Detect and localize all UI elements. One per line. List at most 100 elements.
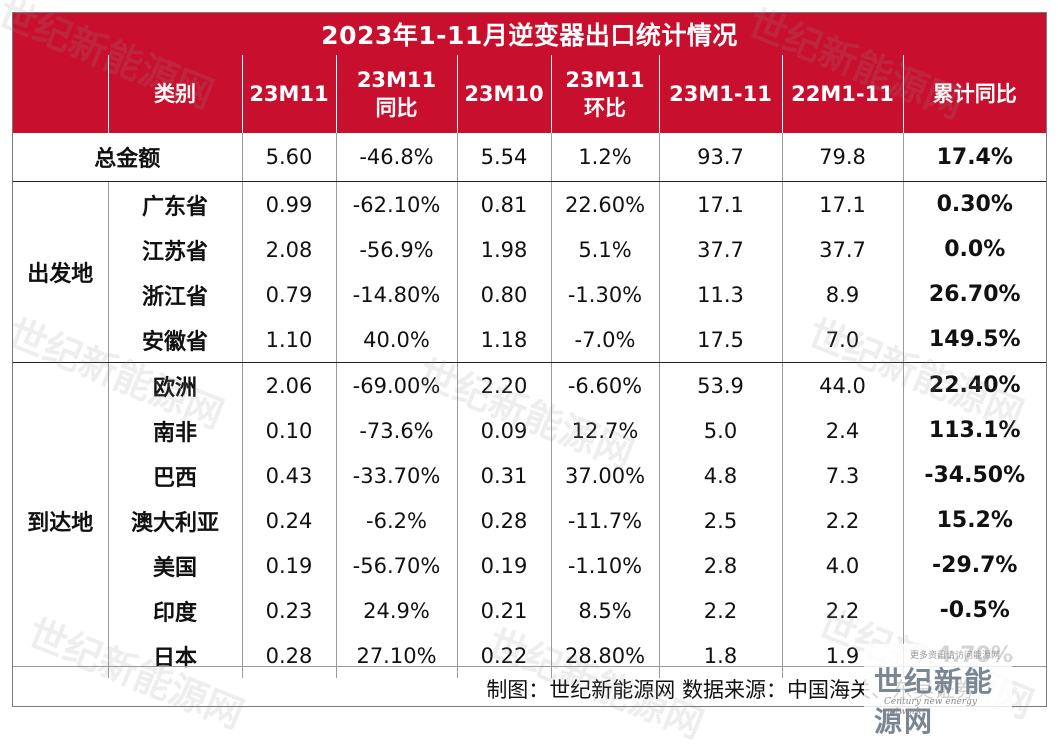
total-22m1-11: 79.8: [781, 133, 903, 182]
export-stats-table: 类别 23M11 23M11 同比 23M10 23M11 环比 23M1-11…: [13, 55, 1046, 678]
cell-23m10: 0.22: [456, 633, 551, 678]
cell-23m10: 0.81: [456, 181, 551, 227]
header-blank: [13, 55, 108, 133]
header-cumulative-yoy: 累计同比: [902, 55, 1046, 133]
cell-cumulative-yoy: 0.30%: [902, 181, 1046, 227]
site-logo: 更多资讯请访问能源网 世纪新能源网 Century new energy net…: [864, 644, 1012, 738]
group-label-destination: 到达地: [27, 510, 94, 536]
cell-23m1-11: 2.2: [658, 588, 782, 633]
cell-cumulative-yoy: 0.0%: [902, 227, 1046, 272]
cell-23m10: 0.19: [456, 543, 551, 588]
cell-cumulative-yoy: -34.50%: [902, 453, 1046, 498]
row-name: 南非: [107, 408, 242, 453]
cell-cumulative-yoy: 15.2%: [902, 498, 1046, 543]
cell-23m11: 0.24: [241, 498, 336, 543]
group-label-origin: 出发地: [13, 181, 108, 363]
table-row-total: 总金额 5.60 -46.8% 5.54 1.2% 93.7 79.8 17.4…: [13, 133, 1046, 182]
cell-22m1-11: 7.0: [781, 317, 903, 363]
cell-23m11-yoy: 27.10%: [335, 633, 457, 678]
total-cumulative-yoy: 17.4%: [902, 133, 1046, 182]
cell-23m11: 0.19: [241, 543, 336, 588]
cell-cumulative-yoy: 149.5%: [902, 317, 1046, 363]
table-row: 江苏省 2.08 -56.9% 1.98 5.1% 37.7 37.7 0.0%: [13, 227, 1046, 272]
cell-23m11-mom: -1.30%: [550, 272, 659, 317]
cell-23m11: 2.06: [241, 362, 336, 408]
cell-23m11-mom: -11.7%: [550, 498, 659, 543]
cell-23m11: 0.43: [241, 453, 336, 498]
cell-23m1-11: 37.7: [658, 227, 782, 272]
cell-23m10: 0.31: [456, 453, 551, 498]
cell-23m11-yoy: -56.70%: [335, 543, 457, 588]
cell-23m10: 1.18: [456, 317, 551, 363]
cell-23m11: 0.99: [241, 181, 336, 227]
total-23m1-11: 93.7: [658, 133, 782, 182]
header-23m1-11: 23M1-11: [658, 55, 782, 133]
table-row: 出发地 广东省 0.99 -62.10% 0.81 22.60% 17.1 17…: [13, 181, 1046, 363]
cell-23m11-yoy: 40.0%: [335, 317, 457, 363]
cell-23m11-mom: 37.00%: [550, 453, 659, 498]
cell-23m10: 2.20: [456, 362, 551, 408]
cell-22m1-11: 7.3: [781, 453, 903, 498]
total-23m11-mom: 1.2%: [550, 133, 659, 182]
cell-23m1-11: 2.8: [658, 543, 782, 588]
cell-23m10: 0.80: [456, 272, 551, 317]
table-row: 印度 0.23 24.9% 0.21 8.5% 2.2 2.2 -0.5%: [13, 588, 1046, 633]
row-name: 江苏省: [107, 227, 242, 272]
cell-23m11-yoy: -56.9%: [335, 227, 457, 272]
header-23m11-yoy-line1: 23M11: [356, 68, 437, 92]
row-name: 美国: [107, 543, 242, 588]
header-row: 类别 23M11 23M11 同比 23M10 23M11 环比 23M1-11…: [13, 55, 1046, 133]
cell-23m10: 0.09: [456, 408, 551, 453]
cell-23m1-11: 53.9: [658, 362, 782, 408]
cell-23m11: 0.28: [241, 633, 336, 678]
cell-23m11-yoy: -33.70%: [335, 453, 457, 498]
cell-22m1-11: 2.2: [781, 498, 903, 543]
cell-23m10: 0.28: [456, 498, 551, 543]
row-name: 安徽省: [107, 317, 242, 363]
header-category: 类别: [107, 55, 242, 133]
header-23m11: 23M11: [241, 55, 336, 133]
logo-tagline: 更多资讯请访问能源网: [909, 651, 1000, 661]
header-23m11-mom-line1: 23M11: [565, 68, 645, 92]
cell-22m1-11: 2.2: [781, 588, 903, 633]
cell-23m11-mom: 5.1%: [550, 227, 659, 272]
table-row: 澳大利亚 0.24 -6.2% 0.28 -11.7% 2.5 2.2 15.2…: [13, 498, 1046, 543]
cell-22m1-11: 44.0: [781, 362, 903, 408]
cell-23m11-yoy: 24.9%: [335, 588, 457, 633]
table-row: 安徽省 1.10 40.0% 1.18 -7.0% 17.5 7.0 149.5…: [13, 317, 1046, 363]
cell-22m1-11: 37.7: [781, 227, 903, 272]
cell-cumulative-yoy: -0.5%: [902, 588, 1046, 633]
cell-23m11: 0.10: [241, 408, 336, 453]
table-row: 美国 0.19 -56.70% 0.19 -1.10% 2.8 4.0 -29.…: [13, 543, 1046, 588]
cell-23m11: 0.23: [241, 588, 336, 633]
table-row: 到达地 欧洲 2.06 -69.00% 2.20 -6.60% 53.9 44.…: [13, 362, 1046, 536]
table-title: 2023年1-11月逆变器出口统计情况: [13, 13, 1046, 55]
cell-23m1-11: 4.8: [658, 453, 782, 498]
total-23m10: 5.54: [456, 133, 551, 182]
table-row: 巴西 0.43 -33.70% 0.31 37.00% 4.8 7.3 -34.…: [13, 453, 1046, 498]
cell-23m1-11: 5.0: [658, 408, 782, 453]
cell-cumulative-yoy: 22.40%: [902, 362, 1046, 408]
cell-23m11-mom: 8.5%: [550, 588, 659, 633]
cell-23m11-mom: -6.60%: [550, 362, 659, 408]
row-name: 欧洲: [107, 362, 242, 408]
cell-22m1-11: 4.0: [781, 543, 903, 588]
cell-23m11: 2.08: [241, 227, 336, 272]
row-name: 广东省: [107, 181, 242, 227]
cell-23m1-11: 17.1: [658, 181, 782, 227]
logo-english-text: Century new energy network: [884, 697, 977, 717]
header-23m10: 23M10: [456, 55, 551, 133]
cell-cumulative-yoy: 113.1%: [902, 408, 1046, 453]
cell-cumulative-yoy: 26.70%: [902, 272, 1046, 317]
cell-23m1-11: 2.5: [658, 498, 782, 543]
cell-23m11-yoy: -14.80%: [335, 272, 457, 317]
cell-23m11-mom: 28.80%: [550, 633, 659, 678]
cell-23m10: 1.98: [456, 227, 551, 272]
header-23m11-mom-line2: 环比: [584, 96, 626, 120]
cell-cumulative-yoy: -29.7%: [902, 543, 1046, 588]
cell-23m11-yoy: -6.2%: [335, 498, 457, 543]
cell-23m11-mom: -7.0%: [550, 317, 659, 363]
cell-23m11-mom: 12.7%: [550, 408, 659, 453]
cell-23m1-11: 17.5: [658, 317, 782, 363]
